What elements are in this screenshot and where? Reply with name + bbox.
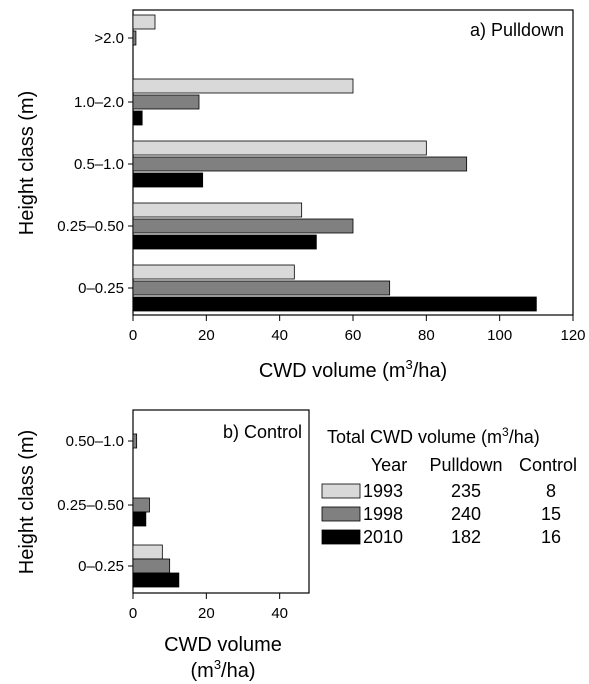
summary-year-1998: 1998 xyxy=(363,504,403,524)
summary-year-1993: 1993 xyxy=(363,481,403,501)
y-tick-label: 0–0.25 xyxy=(78,280,124,297)
bar-2010-pulldown-3 xyxy=(132,110,143,126)
y-tick-label: 0.5–1.0 xyxy=(74,156,124,173)
bar-1993-pulldown-4 xyxy=(132,14,156,30)
bar-1998-control-0 xyxy=(132,558,171,574)
y-tick-label: 0.50–1.0 xyxy=(66,433,124,450)
bar-2010-pulldown-2 xyxy=(132,172,204,188)
x-tick-label: 40 xyxy=(271,327,288,344)
summary-table-title: Total CWD volume (m3/ha) xyxy=(327,425,540,447)
summary-year-2010: 2010 xyxy=(363,527,403,547)
legend-swatch-1998 xyxy=(321,506,361,522)
bar-1998-control-2 xyxy=(132,433,138,449)
summary-rows: 1993 235 8 1998 240 15 2010 182 16 xyxy=(321,481,561,547)
pulldown-x-ticks: 0 20 40 60 80 100 120 xyxy=(129,315,586,344)
bar-2010-control-0 xyxy=(132,572,180,588)
pulldown-x-label-tail: /ha) xyxy=(413,360,447,382)
pulldown-x-axis-label: CWD volume (m3/ha) xyxy=(259,357,447,382)
bar-1998-pulldown-3 xyxy=(132,94,200,110)
pulldown-y-axis-label: Height class (m) xyxy=(16,91,38,235)
summary-pulldown-1998: 240 xyxy=(451,504,481,524)
pulldown-x-label-sup: 3 xyxy=(405,357,412,372)
x-tick-label: 80 xyxy=(418,327,435,344)
x-tick-label: 20 xyxy=(198,327,215,344)
x-tick-label: 120 xyxy=(560,327,585,344)
y-tick-label: 0.25–0.50 xyxy=(57,497,124,514)
y-tick-label: >2.0 xyxy=(94,30,124,47)
bar-1998-pulldown-0 xyxy=(132,280,391,296)
summary-header-pulldown: Pulldown xyxy=(429,455,502,475)
control-bars xyxy=(132,433,180,588)
control-x-ticks: 0 20 40 xyxy=(129,593,288,622)
control-x-label-main: (m xyxy=(190,660,213,682)
control-x-axis-label-line1: CWD volume xyxy=(164,634,282,656)
bar-1993-pulldown-3 xyxy=(132,78,354,94)
summary-header-year: Year xyxy=(371,455,407,475)
y-tick-label: 0.25–0.50 xyxy=(57,218,124,235)
summary-control-1998: 15 xyxy=(541,504,561,524)
bar-1998-pulldown-2 xyxy=(132,156,468,172)
pulldown-y-ticks: 0–0.25 0.25–0.50 0.5–1.0 1.0–2.0 >2.0 xyxy=(57,30,133,297)
x-tick-label: 0 xyxy=(129,327,137,344)
legend-swatch-1993 xyxy=(321,483,361,499)
x-tick-label: 40 xyxy=(271,605,288,622)
x-tick-label: 60 xyxy=(345,327,362,344)
control-y-ticks: 0–0.25 0.25–0.50 0.50–1.0 xyxy=(57,433,133,575)
y-tick-label: 1.0–2.0 xyxy=(74,94,124,111)
summary-pulldown-2010: 182 xyxy=(451,527,481,547)
summary-title-tail: /ha) xyxy=(509,427,540,447)
summary-title-sup: 3 xyxy=(502,425,509,439)
bar-2010-pulldown-0 xyxy=(132,296,537,312)
control-x-label-tail: /ha) xyxy=(221,660,255,682)
control-x-axis-label-line2: (m3/ha) xyxy=(190,657,255,682)
summary-pulldown-1993: 235 xyxy=(451,481,481,501)
x-tick-label: 100 xyxy=(487,327,512,344)
bar-1998-pulldown-4 xyxy=(132,30,137,46)
bar-1998-control-1 xyxy=(132,497,150,513)
pulldown-x-label-main: CWD volume (m xyxy=(259,360,406,382)
summary-header-control: Control xyxy=(519,455,577,475)
summary-table: Total CWD volume (m3/ha) Year Pulldown C… xyxy=(321,425,577,547)
x-tick-label: 0 xyxy=(129,605,137,622)
control-panel-label: b) Control xyxy=(223,422,302,442)
bar-2010-control-1 xyxy=(132,511,147,527)
pulldown-panel-label: a) Pulldown xyxy=(470,20,564,40)
panel-pulldown-chart: a) Pulldown 0–0.25 0.25–0.50 0.5–1.0 1.0–2.… xyxy=(16,9,586,382)
bar-2010-pulldown-1 xyxy=(132,234,317,250)
bar-1993-pulldown-2 xyxy=(132,140,427,156)
bar-1993-pulldown-1 xyxy=(132,202,303,218)
bar-1993-control-0 xyxy=(132,544,163,560)
x-tick-label: 20 xyxy=(198,605,215,622)
pulldown-bars xyxy=(132,14,537,312)
control-y-axis-label: Height class (m) xyxy=(16,430,38,574)
y-tick-label: 0–0.25 xyxy=(78,558,124,575)
legend-swatch-2010 xyxy=(321,529,361,545)
bar-1993-pulldown-0 xyxy=(132,264,295,280)
panel-control-chart: b) Control 0–0.25 0.25–0.50 0.50–1.0 0 20 40… xyxy=(16,409,310,682)
summary-control-1993: 8 xyxy=(546,481,556,501)
summary-title-main: Total CWD volume (m xyxy=(327,427,502,447)
summary-control-2010: 16 xyxy=(541,527,561,547)
control-x-label-sup: 3 xyxy=(214,657,221,672)
bar-1998-pulldown-1 xyxy=(132,218,354,234)
